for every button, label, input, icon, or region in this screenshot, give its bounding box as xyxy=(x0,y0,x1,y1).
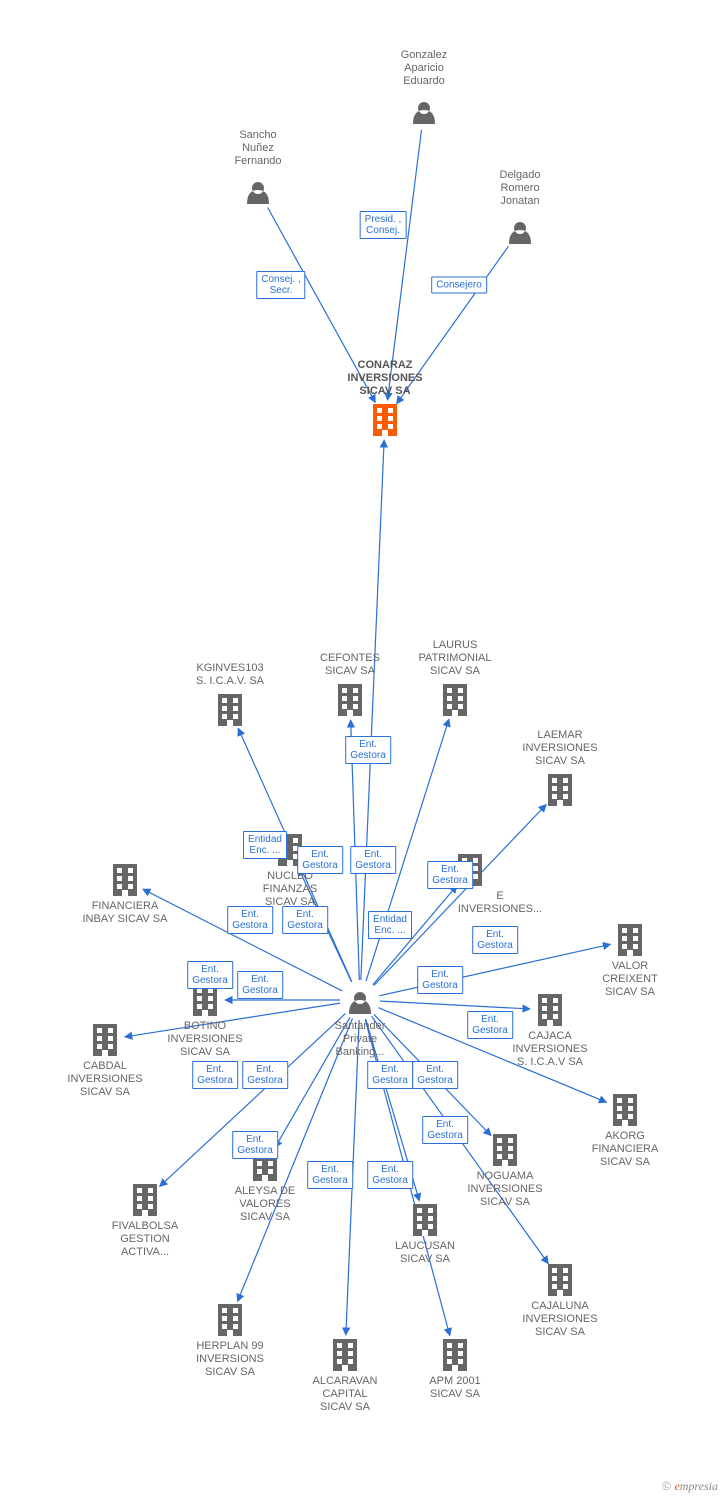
building-icon[interactable] xyxy=(333,1339,357,1371)
copyright-symbol: © xyxy=(662,1479,671,1493)
node-label: Sancho Nuñez Fernando xyxy=(203,129,313,169)
edge-label: Ent. Gestora xyxy=(297,846,343,874)
edge-label: Ent. Gestora xyxy=(367,1161,413,1189)
edge-label: Ent. Gestora xyxy=(367,1061,413,1089)
node-label: Gonzalez Aparicio Eduardo xyxy=(369,49,479,89)
building-icon[interactable] xyxy=(373,404,397,436)
node-label: AKORG FINANCIERA SICAV SA xyxy=(570,1130,680,1170)
footer-credit: © empresia xyxy=(662,1479,718,1494)
edge-label: Ent. Gestora xyxy=(242,1061,288,1089)
edge-label: Ent. Gestora xyxy=(232,1131,278,1159)
building-icon[interactable] xyxy=(618,924,642,956)
edge-label: Ent. Gestora xyxy=(422,1116,468,1144)
node-label: E INVERSIONES... xyxy=(445,890,555,916)
building-icon[interactable] xyxy=(443,1339,467,1371)
edge xyxy=(361,440,384,980)
edge-label: Entidad Enc. ... xyxy=(243,831,287,859)
building-icon[interactable] xyxy=(493,1134,517,1166)
edge-label: Ent. Gestora xyxy=(307,1161,353,1189)
node-label: KGINVES103 S. I.C.A.V. SA xyxy=(175,662,285,688)
edge-label: Ent. Gestora xyxy=(350,846,396,874)
node-label: ALCARAVAN CAPITAL SICAV SA xyxy=(290,1375,400,1415)
edge-label: Ent. Gestora xyxy=(472,926,518,954)
edge-label: Ent. Gestora xyxy=(412,1061,458,1089)
node-label: VALOR CREIXENT SICAV SA xyxy=(575,960,685,1000)
person-icon[interactable] xyxy=(247,182,269,204)
building-icon[interactable] xyxy=(443,684,467,716)
building-icon[interactable] xyxy=(93,1024,117,1056)
edge-label: Ent. Gestora xyxy=(237,971,283,999)
node-label: FIVALBOLSA GESTION ACTIVA... xyxy=(90,1220,200,1260)
building-icon[interactable] xyxy=(548,1264,572,1296)
building-icon[interactable] xyxy=(218,694,242,726)
building-icon[interactable] xyxy=(548,774,572,806)
edge-label: Presid. , Consej. xyxy=(360,211,407,239)
building-icon[interactable] xyxy=(538,994,562,1026)
brand-rest: mpresia xyxy=(680,1479,718,1493)
node-label: CABDAL INVERSIONES SICAV SA xyxy=(50,1060,160,1100)
node-label: CAJALUNA INVERSIONES SICAV SA xyxy=(505,1300,615,1340)
edge-label: Ent. Gestora xyxy=(227,906,273,934)
node-label: CONARAZ INVERSIONES SICAV SA xyxy=(330,359,440,399)
edge-label: Ent. Gestora xyxy=(427,861,473,889)
edge-label: Consejero xyxy=(431,277,487,294)
edge-label: Entidad Enc. ... xyxy=(368,911,412,939)
edge-label: Ent. Gestora xyxy=(345,736,391,764)
edge-label: Ent. Gestora xyxy=(192,1061,238,1089)
node-label: LAEMAR INVERSIONES SICAV SA xyxy=(505,729,615,769)
person-icon[interactable] xyxy=(349,992,371,1014)
node-label: NOGUAMA INVERSIONES SICAV SA xyxy=(450,1170,560,1210)
edge-label: Ent. Gestora xyxy=(282,906,328,934)
node-label: LAURUS PATRIMONIAL SICAV SA xyxy=(400,639,510,679)
node-label: Delgado Romero Jonatan xyxy=(465,169,575,209)
edge xyxy=(380,1001,530,1009)
building-icon[interactable] xyxy=(338,684,362,716)
node-label: HERPLAN 99 INVERSIONS SICAV SA xyxy=(175,1340,285,1380)
node-label: LAUCUSAN SICAV SA xyxy=(370,1240,480,1266)
node-label: CEFONTES SICAV SA xyxy=(295,652,405,678)
edge-label: Ent. Gestora xyxy=(467,1011,513,1039)
edge-label: Consej. , Secr. xyxy=(256,271,305,299)
edge-label: Ent. Gestora xyxy=(187,961,233,989)
person-icon[interactable] xyxy=(509,222,531,244)
node-label: ALEYSA DE VALORES SICAV SA xyxy=(210,1185,320,1225)
node-label: BOTINO INVERSIONES SICAV SA xyxy=(150,1020,260,1060)
node-label: NUCLEO FINANZAS SICAV SA xyxy=(235,870,345,910)
building-icon[interactable] xyxy=(613,1094,637,1126)
building-icon[interactable] xyxy=(113,864,137,896)
edge-label: Ent. Gestora xyxy=(417,966,463,994)
node-label: Santander Private Banking... xyxy=(305,1020,415,1060)
building-icon[interactable] xyxy=(133,1184,157,1216)
node-label: FINANCIERA INBAY SICAV SA xyxy=(70,900,180,926)
building-icon[interactable] xyxy=(413,1204,437,1236)
building-icon[interactable] xyxy=(218,1304,242,1336)
person-icon[interactable] xyxy=(413,102,435,124)
node-label: APM 2001 SICAV SA xyxy=(400,1375,510,1401)
